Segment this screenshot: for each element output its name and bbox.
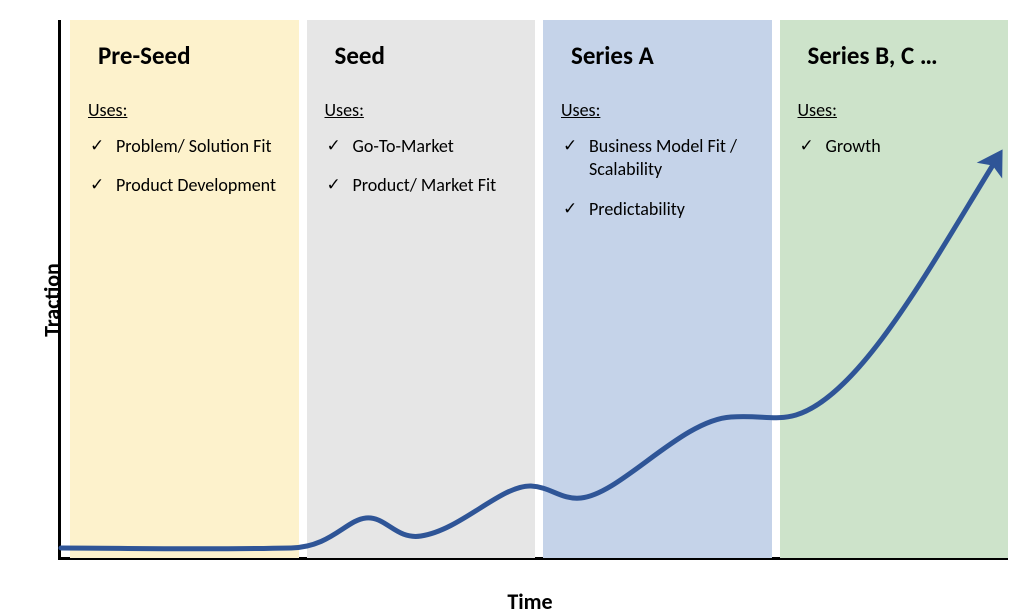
stage-title: Seed xyxy=(325,40,518,71)
stage-title: Pre-Seed xyxy=(88,40,281,71)
stage-seed: Seed Uses: Go-To-Market Product/ Market … xyxy=(307,20,536,558)
use-item: Go-To-Market xyxy=(325,135,518,158)
chart-container: Traction Time Pre-Seed Uses: Problem/ So… xyxy=(50,20,1010,580)
uses-label: Uses: xyxy=(798,99,991,121)
uses-label: Uses: xyxy=(561,99,754,121)
stage-title: Series A xyxy=(561,40,754,71)
stage-pre-seed: Pre-Seed Uses: Problem/ Solution Fit Pro… xyxy=(70,20,299,558)
x-axis-label: Time xyxy=(507,588,552,615)
stage-series-b-c: Series B, C … Uses: Growth xyxy=(780,20,1009,558)
uses-list: Go-To-Market Product/ Market Fit xyxy=(325,135,518,198)
uses-list: Growth xyxy=(798,135,991,158)
uses-label: Uses: xyxy=(325,99,518,121)
use-item: Business Model Fit / Scalability xyxy=(561,135,754,182)
stages-row: Pre-Seed Uses: Problem/ Solution Fit Pro… xyxy=(70,20,1008,558)
uses-list: Problem/ Solution Fit Product Developmen… xyxy=(88,135,281,198)
use-item: Problem/ Solution Fit xyxy=(88,135,281,158)
uses-label: Uses: xyxy=(88,99,281,121)
stage-series-a: Series A Uses: Business Model Fit / Scal… xyxy=(543,20,772,558)
use-item: Growth xyxy=(798,135,991,158)
stage-title: Series B, C … xyxy=(798,40,991,71)
use-item: Predictability xyxy=(561,198,754,221)
use-item: Product Development xyxy=(88,174,281,197)
use-item: Product/ Market Fit xyxy=(325,174,518,197)
uses-list: Business Model Fit / Scalability Predict… xyxy=(561,135,754,221)
